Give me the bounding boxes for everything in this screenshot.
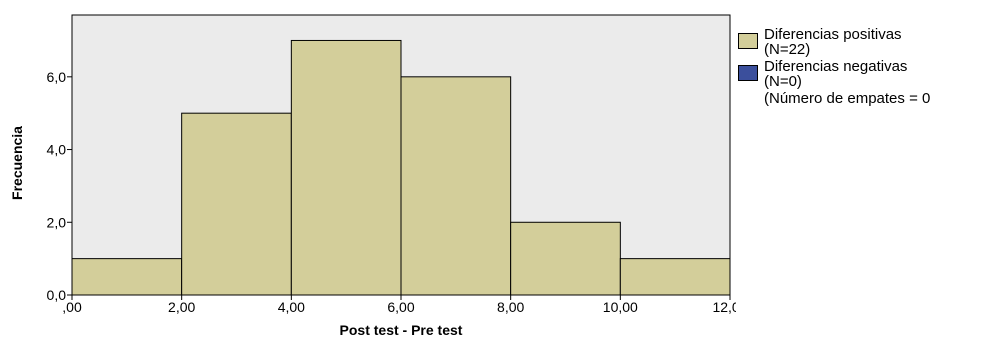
y-tick-label: 6,0: [47, 69, 67, 85]
x-tick-label: 6,00: [387, 299, 414, 315]
legend-count-negative: (N=0): [764, 73, 802, 90]
x-tick-label: 2,00: [168, 299, 195, 315]
x-tick-label: ,00: [62, 299, 82, 315]
histogram-bar: [290, 39, 402, 296]
y-tick-label: 0,0: [47, 287, 67, 303]
x-tick-label: 10,00: [603, 299, 638, 315]
histogram-bar: [181, 112, 292, 296]
histogram-bar: [619, 258, 731, 296]
y-tick-label: 2,0: [47, 214, 67, 230]
legend-count-positive: (N=22): [764, 41, 811, 58]
chart-svg: ,00 2,00 4,00 6,00 8,00 10,00 12,00 0,0 2,0 4,0 6,…: [9, 14, 736, 338]
bars-group: [71, 39, 731, 296]
x-tick-label: 4,00: [278, 299, 305, 315]
legend-label-positive: Diferencias positivas: [764, 26, 902, 43]
legend-swatch-positive: [738, 33, 758, 49]
histogram-bar: [400, 76, 512, 296]
legend-ties-note: (Número de empates = 0: [764, 90, 931, 107]
legend-entry-positive: Diferencias positivas (N=22): [738, 27, 1000, 57]
legend-label-negative: Diferencias negativas: [764, 58, 908, 75]
y-axis-title: Frecuencia: [9, 126, 25, 200]
y-tick-label: 4,0: [47, 142, 67, 158]
x-tick-label: 12,00: [712, 299, 736, 315]
legend-swatch-negative: [738, 65, 758, 81]
histogram-bar: [71, 258, 183, 296]
legend-entry-negative: Diferencias negativas (N=0): [738, 59, 1000, 89]
x-axis-title: Post test - Pre test: [340, 322, 463, 338]
x-tick-label: 8,00: [497, 299, 524, 315]
axes-group: ,00 2,00 4,00 6,00 8,00 10,00 12,00 0,0 2,0 4,0 6,…: [47, 15, 736, 315]
histogram-bar: [510, 221, 621, 296]
legend: Diferencias positivas (N=22) Diferencias…: [738, 27, 1000, 106]
